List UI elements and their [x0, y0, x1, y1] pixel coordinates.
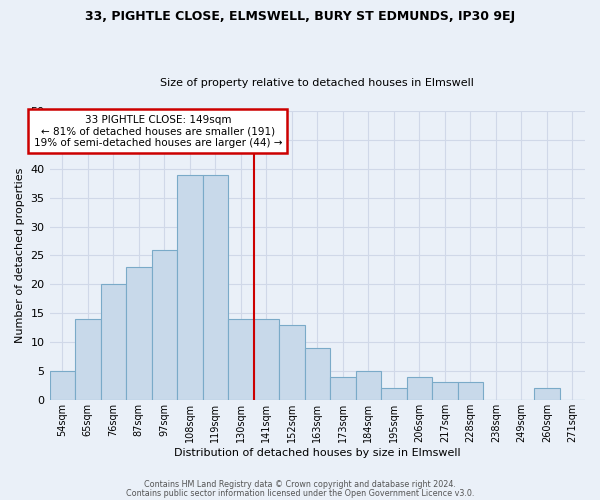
Bar	[279, 324, 305, 400]
Bar	[228, 319, 254, 400]
Bar	[407, 376, 432, 400]
Bar	[534, 388, 560, 400]
Bar	[50, 371, 75, 400]
Bar	[152, 250, 177, 400]
Bar	[126, 267, 152, 400]
Bar	[458, 382, 483, 400]
Text: Contains HM Land Registry data © Crown copyright and database right 2024.: Contains HM Land Registry data © Crown c…	[144, 480, 456, 489]
Bar	[254, 319, 279, 400]
Bar	[432, 382, 458, 400]
Y-axis label: Number of detached properties: Number of detached properties	[15, 168, 25, 343]
Text: Contains public sector information licensed under the Open Government Licence v3: Contains public sector information licen…	[126, 489, 474, 498]
Bar	[177, 174, 203, 400]
Bar	[356, 371, 381, 400]
Bar	[381, 388, 407, 400]
Bar	[305, 348, 330, 400]
Text: 33 PIGHTLE CLOSE: 149sqm
← 81% of detached houses are smaller (191)
19% of semi-: 33 PIGHTLE CLOSE: 149sqm ← 81% of detach…	[34, 114, 282, 148]
Title: Size of property relative to detached houses in Elmswell: Size of property relative to detached ho…	[160, 78, 474, 88]
Bar	[203, 174, 228, 400]
Text: 33, PIGHTLE CLOSE, ELMSWELL, BURY ST EDMUNDS, IP30 9EJ: 33, PIGHTLE CLOSE, ELMSWELL, BURY ST EDM…	[85, 10, 515, 23]
Bar	[330, 376, 356, 400]
Bar	[101, 284, 126, 400]
Bar	[75, 319, 101, 400]
X-axis label: Distribution of detached houses by size in Elmswell: Distribution of detached houses by size …	[174, 448, 461, 458]
